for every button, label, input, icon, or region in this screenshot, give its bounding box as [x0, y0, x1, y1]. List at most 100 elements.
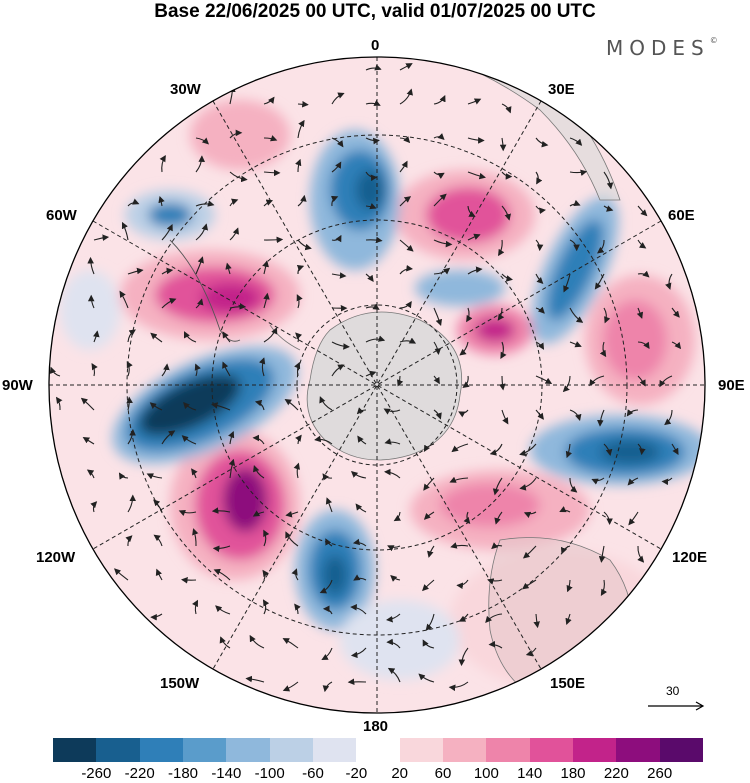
- wind-vector: [562, 375, 571, 393]
- wind-vector: [222, 331, 231, 343]
- wind-vector: [458, 647, 469, 667]
- wind-vector: [213, 568, 231, 581]
- wind-vector: [519, 443, 537, 457]
- wind-vector: [566, 579, 573, 593]
- colorbar-swatch: [183, 738, 227, 762]
- wind-vector: [399, 88, 413, 105]
- wind-vector: [282, 681, 299, 692]
- wind-vector: [294, 603, 301, 615]
- wind-vector: [357, 435, 367, 445]
- wind-vector: [297, 119, 305, 139]
- wind-vector: [637, 239, 647, 249]
- wind-vector: [297, 100, 309, 108]
- wind-vector: [263, 169, 281, 177]
- wind-vector: [263, 236, 284, 244]
- wind-vector: [296, 264, 305, 275]
- wind-vector: [161, 297, 177, 309]
- wind-vector: [627, 477, 639, 486]
- colorbar-swatch: [616, 738, 661, 762]
- wind-vector: [330, 195, 339, 207]
- wind-vector: [322, 473, 333, 481]
- wind-vector: [628, 511, 639, 526]
- wind-vector: [245, 675, 265, 683]
- wind-vector: [119, 290, 129, 309]
- wind-vector: [191, 468, 198, 479]
- wind-vector: [390, 574, 401, 582]
- wind-vector: [263, 199, 274, 207]
- colorbar-tick-label: -20: [345, 765, 368, 782]
- wind-vector: [491, 542, 503, 550]
- colorbar-tick-label: 220: [603, 765, 629, 782]
- wind-vector: [178, 509, 197, 517]
- wind-vector: [356, 407, 367, 415]
- wind-vector: [467, 171, 486, 180]
- wind-vector: [636, 307, 644, 319]
- wind-vector: [285, 531, 299, 547]
- wind-vector: [258, 357, 266, 377]
- colorbar-swatch: [573, 738, 617, 762]
- wind-vector: [500, 341, 507, 359]
- wind-vector: [365, 171, 378, 182]
- wind-vector: [433, 341, 442, 355]
- wind-vector: [127, 494, 137, 513]
- colorbar-swatch: [53, 738, 97, 762]
- wind-vector: [535, 171, 543, 185]
- map-title: Base 22/06/2025 00 UTC, valid 01/07/2025…: [154, 1, 596, 22]
- colorbar-tick-label: -260: [81, 765, 112, 782]
- colorbar-swatch: [313, 738, 357, 762]
- wind-vector: [535, 375, 553, 384]
- wind-vector: [450, 542, 469, 549]
- wind-vector: [422, 639, 435, 649]
- wind-vector: [127, 198, 140, 207]
- wind-vector: [599, 341, 607, 358]
- wind-vector: [194, 363, 201, 377]
- wind-vectors: [49, 63, 682, 693]
- wind-vector: [501, 103, 512, 114]
- wind-vector: [427, 545, 435, 558]
- lon-label-90e: 90E: [718, 377, 745, 394]
- wind-vector: [499, 137, 507, 152]
- wind-vector: [422, 579, 435, 592]
- colorbar-swatch: [269, 738, 314, 762]
- wind-vector: [522, 545, 537, 559]
- lon-label-90w: 90W: [2, 377, 33, 394]
- wind-vector: [150, 332, 163, 343]
- wind-vector: [569, 239, 580, 252]
- wind-vector: [295, 332, 303, 343]
- wind-vector: [525, 647, 537, 657]
- wind-vector: [399, 337, 417, 344]
- wind-vector: [399, 239, 414, 252]
- wind-vector: [229, 129, 243, 139]
- wind-vector: [125, 535, 133, 547]
- wind-vector: [463, 511, 471, 525]
- wind-vector: [399, 264, 413, 275]
- wind-vector: [626, 409, 639, 417]
- lon-label-150w: 150W: [160, 675, 200, 692]
- wind-vector: [485, 613, 503, 624]
- wind-vector: [433, 239, 453, 248]
- wind-vector: [350, 604, 367, 615]
- wind-vector: [228, 458, 236, 479]
- wind-vector: [86, 469, 95, 479]
- wind-vector: [399, 160, 408, 173]
- wind-vector: [387, 667, 401, 683]
- wind-vector: [297, 194, 307, 207]
- colorbar-tick-label: 260: [647, 765, 673, 782]
- wind-vector: [365, 273, 374, 282]
- wind-vector: [195, 155, 206, 173]
- wind-vector: [594, 273, 605, 290]
- south-america-coast: [169, 239, 241, 342]
- wind-vector: [399, 300, 412, 309]
- wind-vector: [127, 329, 136, 343]
- wind-vector: [263, 292, 270, 309]
- wind-vector: [365, 137, 380, 145]
- wind-vector: [671, 341, 682, 350]
- wind-vector: [91, 363, 98, 377]
- wind-vector: [90, 501, 98, 513]
- wind-vector: [291, 568, 299, 581]
- wind-vector: [591, 477, 605, 485]
- antarctica-landmass: [306, 311, 462, 461]
- wind-vector: [192, 528, 199, 547]
- wind-vector: [456, 579, 469, 590]
- wind-vector: [127, 267, 144, 275]
